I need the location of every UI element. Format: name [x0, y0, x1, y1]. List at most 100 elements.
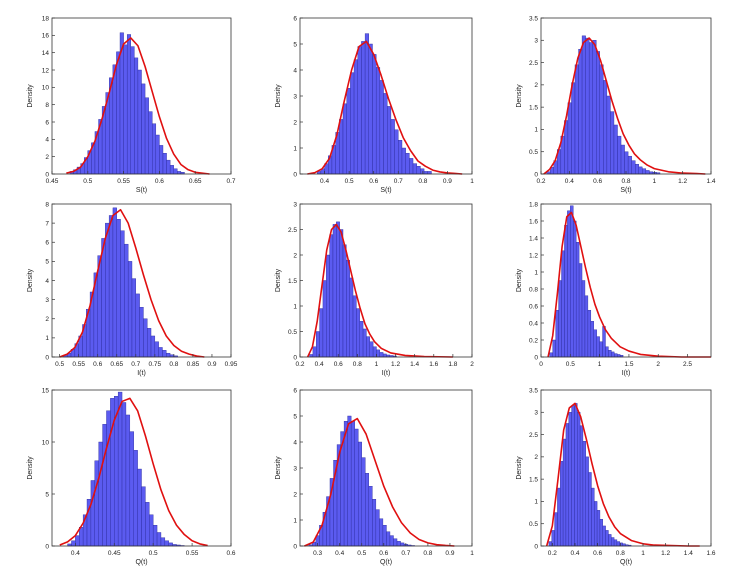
x-tick-label: 1.2 — [391, 361, 400, 368]
histogram-bar — [368, 43, 373, 175]
bar-group — [549, 205, 624, 358]
histogram-bar — [112, 207, 117, 358]
histogram-bar — [611, 537, 615, 547]
axes-frame — [540, 389, 712, 547]
density-curve — [307, 40, 463, 175]
histogram-bar — [613, 539, 618, 547]
y-tick-label: 2 — [534, 82, 538, 89]
histogram-bar — [558, 280, 562, 358]
histogram-bar — [127, 261, 133, 358]
histogram-bar — [548, 541, 552, 547]
x-axis-label: I(t) — [382, 370, 391, 377]
histogram-bar — [581, 280, 586, 358]
y-tick-label: 0 — [45, 543, 49, 550]
histogram-bar — [409, 158, 414, 175]
y-axis-label: Density — [516, 456, 523, 480]
density-curve — [304, 417, 455, 547]
x-tick-label: 0.8 — [616, 550, 625, 557]
density-curve — [66, 37, 210, 175]
x-tick-label: 1 — [470, 178, 474, 185]
x-tick-label: 0.8 — [353, 361, 362, 368]
x-tick-label: 0.4 — [320, 178, 329, 185]
histogram-panel: 0.4 0.45 0.5 0.55 0.6 0 5 10 15 Q(t) Density — [27, 387, 236, 566]
x-tick-label: 0.65 — [110, 361, 123, 368]
histogram-bar — [349, 277, 354, 358]
y-tick-label: 0 — [293, 543, 297, 550]
x-tick-label: 1.4 — [410, 361, 419, 368]
y-tick-label: 0 — [534, 171, 538, 178]
y-axis-label: Density — [275, 84, 282, 108]
histogram-bar — [364, 33, 369, 175]
histogram-bar — [575, 242, 580, 358]
x-tick-label: 0.55 — [72, 361, 85, 368]
y-tick-label: 4 — [45, 137, 49, 144]
histogram-bar — [379, 518, 384, 547]
histogram-bar — [143, 318, 148, 358]
histogram-bar — [358, 441, 362, 547]
y-axis-label: Density — [275, 456, 282, 480]
histogram-bar — [603, 80, 608, 175]
x-tick-label: 1.6 — [429, 361, 438, 368]
x-axis-label: I(t) — [622, 370, 631, 377]
histogram-bar — [149, 514, 154, 547]
x-tick-label: 0.5 — [149, 550, 158, 557]
histogram-bar — [645, 170, 650, 175]
x-tick-label: 2 — [656, 361, 660, 368]
histogram-panel: 0.3 0.4 0.5 0.6 0.7 0.8 0.9 1 0 1 2 3 4 5 6 Q(t) Density — [275, 387, 474, 566]
histogram-bar — [94, 460, 99, 547]
x-axis-label: S(t) — [136, 187, 147, 194]
y-tick-label: 3.5 — [529, 15, 538, 22]
histogram-bar — [350, 421, 355, 547]
histogram-bar — [361, 41, 366, 175]
y-tick-label: 4 — [45, 278, 49, 285]
y-tick-label: 6 — [293, 387, 297, 394]
y-tick-label: 2 — [293, 491, 297, 498]
histogram-bar — [145, 502, 150, 547]
histogram-bar — [599, 519, 603, 547]
x-tick-label: 2.5 — [683, 361, 692, 368]
histogram-bar — [562, 438, 567, 547]
histogram-bar — [613, 124, 618, 175]
histogram-bar — [396, 541, 401, 547]
x-tick-label: 0.2 — [536, 178, 545, 185]
y-tick-label: 0.4 — [529, 320, 538, 327]
histogram-bar — [549, 352, 553, 358]
histogram-bar — [585, 37, 590, 175]
histogram-bar — [588, 472, 592, 547]
histogram-bar — [116, 51, 121, 175]
x-axis-label: S(t) — [380, 187, 391, 194]
histogram-bar — [405, 152, 410, 175]
y-tick-label: 0.5 — [529, 149, 538, 156]
y-tick-label: 0 — [293, 171, 297, 178]
y-tick-label: 3 — [534, 38, 538, 45]
histogram-bar — [412, 163, 417, 175]
histogram-bar — [602, 525, 606, 547]
x-tick-label: 0.5 — [566, 361, 575, 368]
histogram-bar — [578, 49, 583, 175]
y-tick-label: 6 — [293, 15, 297, 22]
histogram-bar — [133, 450, 138, 547]
y-axis-label: Density — [516, 84, 523, 108]
histogram-bar — [593, 329, 597, 358]
axes-frame — [51, 389, 232, 547]
histogram-bar — [393, 538, 398, 547]
histogram-bar — [326, 254, 330, 358]
histogram-bar — [571, 405, 575, 547]
y-tick-label: 6 — [45, 119, 49, 126]
histogram-bar — [316, 331, 320, 358]
histogram-bar — [617, 135, 622, 175]
y-tick-label: 3 — [293, 93, 297, 100]
y-tick-label: 18 — [42, 15, 50, 22]
histogram-bar — [605, 530, 609, 547]
histogram-bar — [117, 391, 123, 547]
histogram-bar — [159, 145, 164, 175]
histogram-bar — [584, 295, 589, 358]
y-tick-label: 0 — [45, 354, 49, 361]
x-tick-label: 0.75 — [149, 361, 162, 368]
x-tick-label: 0.65 — [189, 178, 202, 185]
histogram-bar — [368, 486, 373, 547]
histogram-bar — [382, 525, 387, 547]
histogram-bar — [98, 441, 103, 547]
histogram-bar — [147, 328, 152, 358]
histogram-bar — [101, 238, 106, 358]
